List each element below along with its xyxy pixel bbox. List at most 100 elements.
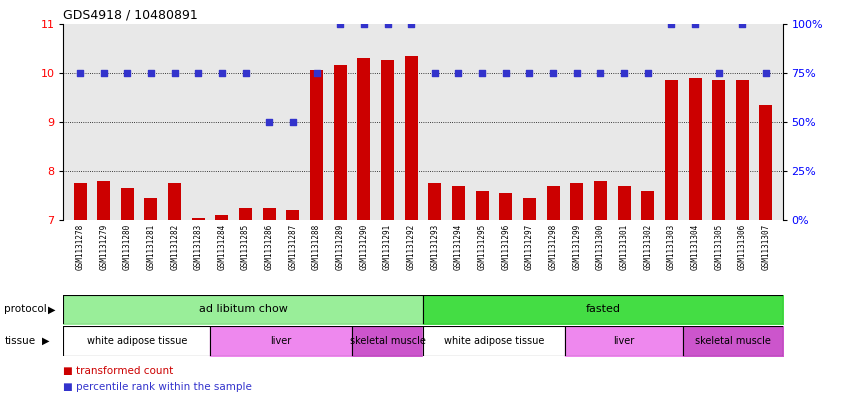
Bar (712, 80, 725, 220)
Point (499, 70, 513, 76)
Text: ▶: ▶ (48, 305, 56, 314)
Bar (594, 181, 607, 220)
Bar (523, 198, 536, 220)
Bar (310, 70, 323, 220)
Text: GSM1131280: GSM1131280 (123, 224, 132, 270)
Point (286, 119, 299, 125)
Text: GSM1131306: GSM1131306 (738, 224, 747, 270)
Point (735, 20, 749, 27)
Text: skeletal muscle: skeletal muscle (695, 336, 771, 346)
Point (618, 70, 631, 76)
Bar (357, 58, 371, 220)
Text: GSM1131284: GSM1131284 (217, 224, 227, 270)
Point (641, 70, 655, 76)
Text: GSM1131285: GSM1131285 (241, 224, 250, 270)
Point (404, 20, 418, 27)
Text: GSM1131303: GSM1131303 (667, 224, 676, 270)
Text: white adipose tissue: white adipose tissue (86, 336, 187, 346)
Text: GSM1131299: GSM1131299 (572, 224, 581, 270)
Text: GSM1131304: GSM1131304 (690, 224, 700, 270)
Text: GDS4918 / 10480891: GDS4918 / 10480891 (63, 8, 198, 21)
Text: GSM1131283: GSM1131283 (194, 224, 203, 270)
Text: tissue: tissue (4, 336, 36, 346)
Bar (239, 208, 252, 220)
Bar (121, 188, 134, 220)
Point (570, 70, 584, 76)
Text: ■ transformed count: ■ transformed count (63, 366, 173, 376)
Text: GSM1131297: GSM1131297 (525, 224, 534, 270)
Point (689, 20, 702, 27)
Bar (168, 183, 181, 220)
Point (452, 70, 465, 76)
Text: GSM1131300: GSM1131300 (596, 224, 605, 270)
Point (333, 20, 347, 27)
Point (547, 70, 560, 76)
Text: GSM1131305: GSM1131305 (714, 224, 723, 270)
Point (262, 119, 276, 125)
Text: ▶: ▶ (42, 336, 50, 346)
Text: GSM1131286: GSM1131286 (265, 224, 274, 270)
Bar (547, 185, 559, 220)
Bar (333, 65, 347, 220)
Point (357, 20, 371, 27)
Bar (499, 193, 513, 220)
Point (712, 70, 726, 76)
Point (665, 20, 678, 27)
Bar (570, 183, 583, 220)
Text: GSM1131281: GSM1131281 (146, 224, 156, 270)
Text: GSM1131291: GSM1131291 (383, 224, 392, 270)
Point (759, 70, 772, 76)
Bar (689, 78, 701, 220)
Point (144, 70, 157, 76)
Bar (216, 215, 228, 220)
Text: GSM1131293: GSM1131293 (431, 224, 439, 270)
Text: white adipose tissue: white adipose tissue (444, 336, 544, 346)
Point (428, 70, 442, 76)
Bar (287, 210, 299, 220)
Bar (145, 198, 157, 220)
Point (475, 70, 489, 76)
Point (191, 70, 205, 76)
Text: GSM1131290: GSM1131290 (360, 224, 368, 270)
Bar (192, 218, 205, 220)
Point (215, 70, 228, 76)
Bar (665, 80, 678, 220)
Text: skeletal muscle: skeletal muscle (349, 336, 426, 346)
Bar (736, 80, 749, 220)
Bar (74, 183, 86, 220)
Text: protocol: protocol (4, 305, 47, 314)
Bar (618, 185, 630, 220)
Text: GSM1131294: GSM1131294 (454, 224, 463, 270)
Text: GSM1131282: GSM1131282 (170, 224, 179, 270)
Bar (381, 61, 394, 220)
Text: GSM1131302: GSM1131302 (643, 224, 652, 270)
Text: liver: liver (271, 336, 292, 346)
Text: GSM1131307: GSM1131307 (761, 224, 771, 270)
Point (310, 70, 323, 76)
Text: GSM1131278: GSM1131278 (75, 224, 85, 270)
Text: GSM1131298: GSM1131298 (548, 224, 558, 270)
Bar (404, 55, 418, 220)
Bar (428, 183, 442, 220)
Text: GSM1131289: GSM1131289 (336, 224, 344, 270)
Point (97, 70, 111, 76)
Text: GSM1131295: GSM1131295 (478, 224, 486, 270)
Text: ■ percentile rank within the sample: ■ percentile rank within the sample (63, 382, 252, 392)
Text: fasted: fasted (585, 305, 620, 314)
Text: GSM1131288: GSM1131288 (312, 224, 321, 270)
Bar (475, 191, 489, 220)
Point (381, 20, 394, 27)
Bar (452, 185, 465, 220)
Text: GSM1131279: GSM1131279 (99, 224, 108, 270)
Text: ad libitum chow: ad libitum chow (199, 305, 288, 314)
Bar (760, 105, 772, 220)
Bar (97, 181, 110, 220)
Point (74, 70, 87, 76)
Text: GSM1131301: GSM1131301 (619, 224, 629, 270)
Bar (641, 191, 654, 220)
Bar (263, 208, 276, 220)
Text: GSM1131292: GSM1131292 (407, 224, 415, 270)
Text: GSM1131296: GSM1131296 (502, 224, 510, 270)
Point (239, 70, 252, 76)
Point (120, 70, 134, 76)
